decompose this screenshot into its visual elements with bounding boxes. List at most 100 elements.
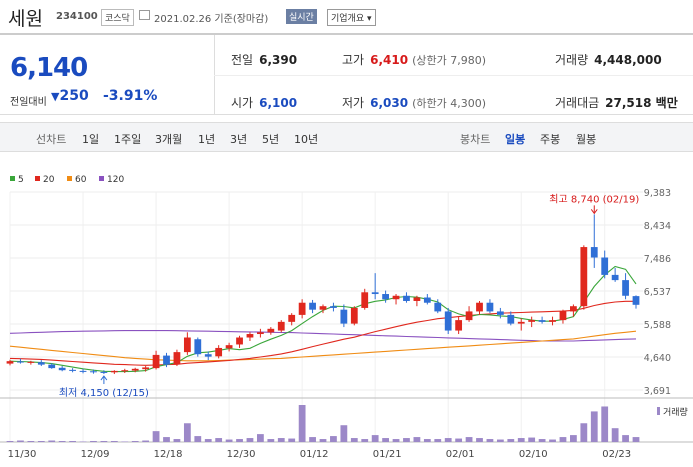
candle-body xyxy=(517,321,525,324)
candle xyxy=(37,360,45,367)
candle xyxy=(549,316,556,326)
y-axis: 9,383 8,434 7,486 6,537 5,588 4,640 3,691 xyxy=(644,188,671,397)
candle-weekly[interactable]: 주봉 xyxy=(540,133,561,146)
x-tick-label: 02/10 xyxy=(519,449,548,460)
quote-panel: 6,140 전일대비 ▼250 -3.91% 전일 6,390 고가 6,410 (상… xyxy=(0,33,693,115)
legend-entry: 60 xyxy=(67,175,87,185)
low-arrow-head xyxy=(100,375,108,381)
candle-body xyxy=(590,247,598,258)
volume-bar xyxy=(121,441,129,443)
candle-body xyxy=(37,362,45,365)
candle xyxy=(225,342,233,352)
period-1d[interactable]: 1일 xyxy=(82,133,100,146)
candle-body xyxy=(538,320,546,322)
volume-bar xyxy=(413,437,421,442)
volume-bar xyxy=(403,438,410,442)
x-tick-label: 12/30 xyxy=(227,449,256,460)
candle-body xyxy=(246,334,254,338)
volume-bar xyxy=(528,437,536,442)
volume-bar xyxy=(538,439,546,442)
candle-monthly[interactable]: 월봉 xyxy=(576,133,597,146)
annotations: 최고 8,740 (02/19) 최저 4,150 (12/15) xyxy=(59,193,639,399)
candle-body xyxy=(90,371,97,373)
x-axis: 11/30 12/09 12/18 12/30 01/12 01/21 02/01 02/10… xyxy=(8,449,632,460)
candle-body xyxy=(319,306,327,310)
candle xyxy=(496,307,504,319)
period-3m[interactable]: 3개월 xyxy=(155,133,183,146)
period-1w[interactable]: 1주일 xyxy=(114,133,142,146)
candle xyxy=(204,351,212,361)
period-10y[interactable]: 10년 xyxy=(294,133,319,146)
candle xyxy=(403,292,410,303)
volume-bar xyxy=(58,441,66,442)
change-percent: -3.91% xyxy=(103,88,158,104)
legend-entry: 120 xyxy=(99,175,124,185)
volume-legend-label: 거래량 xyxy=(663,406,688,418)
candle xyxy=(622,273,629,300)
candle xyxy=(298,299,306,319)
volume-bar xyxy=(601,406,609,442)
candle-body xyxy=(236,337,243,345)
chart-toolbar: 선차트 1일 1주일 3개월 1년 3년 5년 10년 봉차트 일봉 주봉 월봉 xyxy=(0,122,693,152)
period-3y[interactable]: 3년 xyxy=(230,133,248,146)
candle-body xyxy=(309,302,316,310)
candles xyxy=(6,214,640,375)
candle xyxy=(27,360,35,365)
candle-daily[interactable]: 일봉 xyxy=(505,133,526,146)
realtime-button[interactable]: 실시간 xyxy=(286,9,317,24)
volume-chart: 거래량 xyxy=(6,405,688,443)
candle xyxy=(277,320,285,333)
candle xyxy=(517,318,525,331)
candle-body xyxy=(142,367,150,370)
candle-body xyxy=(298,302,306,315)
volume-bar xyxy=(131,441,139,442)
company-overview-dropdown[interactable]: 기업개요 ▾ xyxy=(327,9,376,26)
candle-body xyxy=(6,361,14,364)
price-chart[interactable]: 5 20 60 120 9,383 8,434 7,486 6,537 5,588 4,640 3… xyxy=(0,170,693,467)
market-badge: 코스닥 xyxy=(101,9,134,26)
volume-bar xyxy=(152,431,160,442)
period-1y[interactable]: 1년 xyxy=(198,133,216,146)
quote-date: 2021.02.26 기준(장마감) xyxy=(154,14,269,25)
legend-swatch xyxy=(99,176,104,181)
change-label: 전일대비 xyxy=(10,97,47,108)
legend-label: 120 xyxy=(107,175,124,185)
candle-body xyxy=(601,257,609,275)
volume-bar xyxy=(455,438,463,442)
y-tick-label: 5,588 xyxy=(644,320,671,331)
candle xyxy=(559,309,567,324)
candle-body xyxy=(465,311,473,321)
candle-body xyxy=(194,339,202,355)
candle-body xyxy=(371,292,379,295)
period-5y[interactable]: 5년 xyxy=(262,133,280,146)
change-amount: 250 xyxy=(59,88,89,104)
candle xyxy=(632,295,640,309)
x-tick-label: 01/12 xyxy=(300,449,329,460)
candle-body xyxy=(288,314,296,322)
candle xyxy=(319,304,327,314)
candle xyxy=(455,316,463,335)
candle xyxy=(580,245,588,310)
candle xyxy=(444,307,452,335)
prev-close: 전일 6,390 xyxy=(231,53,298,67)
volume-bar xyxy=(340,425,348,442)
volume-bar xyxy=(69,441,76,442)
high-annotation: 최고 8,740 (02/19) xyxy=(549,193,639,205)
volume-bar xyxy=(17,440,24,442)
candle-body xyxy=(100,371,108,373)
volume-bar xyxy=(277,438,285,442)
candle xyxy=(90,369,97,374)
candle xyxy=(601,250,609,279)
candle xyxy=(17,358,24,364)
volume-bar xyxy=(371,435,379,442)
candle-body xyxy=(403,295,410,301)
candle-body xyxy=(392,295,400,300)
trade-volume: 거래량 4,448,000 xyxy=(555,53,662,67)
high-price: 고가 6,410 (상한가 7,980) xyxy=(342,53,486,67)
volume-bar xyxy=(319,439,327,442)
candle-body xyxy=(257,332,264,335)
volume-bar xyxy=(559,437,567,442)
x-tick-label: 12/09 xyxy=(81,449,110,460)
volume-bar xyxy=(382,438,389,442)
candle xyxy=(423,294,431,305)
